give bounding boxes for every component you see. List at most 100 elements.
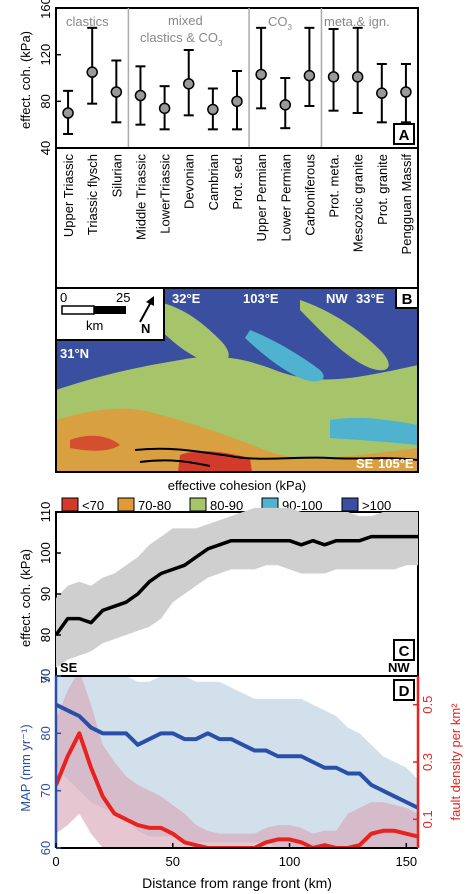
category-label: Upper Permian (254, 154, 269, 241)
y-tick-label: 80 (38, 94, 53, 108)
mean-point (207, 103, 219, 116)
panel-d-letter-box (393, 679, 415, 701)
legend-label: 80-90 (210, 498, 243, 513)
y-tick-label-right: 0.3 (420, 753, 435, 771)
group-label-mixed-2: clastics & CO3 (140, 30, 223, 48)
category-label: Prot. granite (375, 154, 390, 225)
cohesion-profile-line (56, 534, 418, 637)
scale-bar-white (61, 305, 95, 315)
group-separators (127, 8, 323, 148)
y-tick-label: 80 (38, 628, 53, 642)
x-tick-label: 150 (395, 854, 417, 869)
cohesion-uncertainty-band (56, 507, 418, 668)
category-labels: Upper Triassic Triassic flysch Silurian Mid… (61, 154, 414, 255)
panel-b-map: 0 25 km N 32°E 103°E 33°E NW 31°N SE 105… (55, 287, 419, 473)
y-tick-label-left: 90 (38, 669, 53, 683)
panel-d-ticks: 60 70 80 90 0.1 0.3 0.5 0 50 100 150 (38, 669, 435, 869)
y-tick-label: 120 (38, 44, 53, 66)
mean-point (182, 78, 195, 90)
lon-label-1: 32°E (172, 291, 201, 306)
y-tick-label: 70 (38, 669, 53, 683)
panel-b-frame (55, 287, 419, 473)
mean-point (134, 89, 147, 102)
map-series-line (56, 702, 418, 810)
nw-label-map: NW (326, 291, 348, 306)
mean-point (400, 86, 412, 98)
map-region-below-70-west (70, 435, 120, 451)
scale-label-0: 0 (60, 290, 67, 305)
mean-point (231, 95, 243, 108)
y-tick-label-left: 60 (38, 841, 53, 855)
scale-unit: km (86, 318, 103, 333)
mean-point (110, 86, 123, 98)
legend-label: <70 (82, 498, 104, 513)
panel-a-letter: A (399, 127, 410, 144)
panel-c-y-ticks: 70 80 90 100 110 (38, 502, 61, 683)
y-tick-label: 90 (38, 587, 53, 601)
mean-point (327, 71, 340, 83)
category-label: Upper Triassic (61, 154, 76, 238)
north-arrow-icon (139, 296, 154, 323)
panel-a: clastics mixed clastics & CO3 CO3 meta.&… (18, 0, 419, 155)
y-tick-label: 160 (38, 0, 53, 19)
legend-swatch (117, 497, 135, 512)
mean-point (62, 107, 74, 119)
se-label-c: SE (60, 660, 78, 675)
map-region-80-90-north (150, 300, 229, 363)
category-label: Pengguan Massif (399, 154, 414, 255)
legend-label: >100 (362, 498, 391, 513)
mean-point (303, 69, 316, 82)
group-label-mixed: mixed (168, 13, 203, 28)
mean-point (376, 87, 388, 99)
panel-d-ylabel-right: fault density per km² (448, 703, 463, 821)
se-label-map: SE (356, 456, 374, 471)
category-label: Carboniferous (302, 154, 317, 236)
panel-d-plot (56, 676, 418, 848)
lon-label-4: 105°E (378, 456, 414, 471)
panel-c-ylabel: effect. coh. (kPa) (18, 549, 33, 647)
y-tick-label-left: 80 (38, 726, 53, 740)
map-region-70-80 (56, 408, 418, 472)
y-tick-label-right: 0.5 (420, 696, 435, 714)
category-label: Triassic flysch (85, 154, 100, 235)
panel-d-xlabel: Distance from range front (km) (142, 875, 332, 891)
map-region-90-100 (245, 330, 324, 382)
mean-point (158, 102, 171, 115)
category-label: Prot. sed. (230, 154, 245, 210)
category-label: Silurian (109, 154, 124, 197)
panel-b-letter-box (395, 287, 419, 309)
panel-d-letter: D (399, 683, 410, 700)
legend-label: 70-80 (138, 498, 171, 513)
y-tick-label: 100 (38, 542, 53, 564)
fault-density-series-line (56, 731, 418, 848)
y-tick-label-left: 70 (38, 783, 53, 797)
panel-c-letter: C (399, 643, 410, 660)
north-label: N (141, 321, 150, 336)
map-region-90-100-east (330, 417, 418, 445)
legend-swatch (61, 497, 79, 512)
lat-label-1: 31°N (60, 346, 89, 361)
category-label: Cambrian (206, 154, 221, 210)
panel-d-ylabel-left: MAP (mm yr⁻¹) (18, 724, 33, 812)
map-region-80-90-ne (300, 300, 389, 371)
panel-c-letter-box (393, 639, 415, 661)
panel-a-y-ticks: 40 80 120 160 (38, 0, 61, 155)
scale-label-25: 25 (116, 290, 130, 305)
lon-label-3: 33°E (356, 291, 385, 306)
nw-label-c: NW (388, 660, 410, 675)
legend-swatch (341, 497, 359, 512)
category-label: Prot. meta. (327, 154, 342, 218)
x-tick-label: 0 (52, 854, 59, 869)
scale-bar-black (94, 306, 126, 314)
category-label: LowerTriassic (158, 154, 173, 234)
mean-point (279, 99, 292, 111)
legend-swatch (189, 497, 207, 512)
panel-a-ylabel: effect. coh. (kPa) (18, 31, 33, 129)
legend: <70 70-80 80-90 90-100 >100 (61, 497, 391, 513)
y-tick-label: 110 (38, 502, 53, 523)
panel-c: 70 80 90 100 110 effect. coh. (kPa) SE NW C (18, 502, 419, 683)
panel-a-errorbars (62, 26, 412, 135)
y-tick-label: 40 (38, 141, 53, 155)
lon-label-2: 103°E (243, 291, 279, 306)
